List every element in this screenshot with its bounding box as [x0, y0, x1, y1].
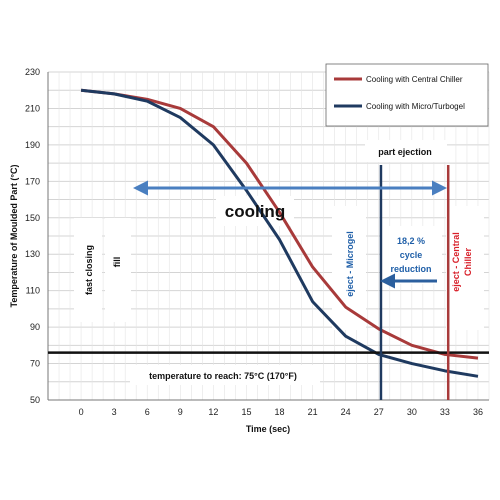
y-tick-label: 70 — [30, 359, 40, 369]
fast-closing-band — [74, 218, 102, 322]
x-tick-label: 12 — [208, 407, 218, 417]
legend: Cooling with Central Chiller Cooling wit… — [325, 63, 489, 127]
y-tick-label: 210 — [25, 103, 40, 113]
cycle-reduction-percent: 18,2 % — [397, 236, 425, 246]
chiller-label-box — [446, 206, 484, 330]
y-tick-label: 170 — [25, 176, 40, 186]
series-line-micro-turbogel — [80, 88, 479, 378]
fill-band — [105, 218, 131, 322]
y-tick-label: 230 — [25, 67, 40, 77]
x-tick-label: 6 — [145, 407, 150, 417]
y-tick-label: 190 — [25, 140, 40, 150]
legend-label-central-chiller: Cooling with Central Chiller — [366, 75, 463, 84]
x-tick-label: 9 — [178, 407, 183, 417]
x-tick-label: 27 — [374, 407, 384, 417]
y-tick-label: 90 — [30, 322, 40, 332]
x-axis-title: Time (sec) — [246, 424, 290, 434]
fill-label: fill — [112, 257, 122, 268]
reference-line-label: temperature to reach: 75°C (170°F) — [149, 371, 297, 381]
y-tick-labels: 50 70 90 110 130 150 170 190 210 230 — [25, 67, 40, 405]
y-axis-title: Temperature of Moulded Part (°C) — [9, 165, 19, 308]
legend-box — [325, 63, 489, 127]
x-tick-label: 30 — [407, 407, 417, 417]
x-tick-label: 18 — [275, 407, 285, 417]
axes — [47, 72, 489, 401]
x-tick-label: 24 — [341, 407, 351, 417]
x-tick-label: 21 — [308, 407, 318, 417]
eject-chiller-label-line1: eject - Central — [451, 232, 461, 292]
x-tick-label: 36 — [473, 407, 483, 417]
y-tick-label: 130 — [25, 249, 40, 259]
reference-label-box — [130, 365, 320, 385]
eject-chiller-label-line2: Chiller — [463, 248, 473, 277]
x-tick-label: 3 — [112, 407, 117, 417]
x-tick-label: 0 — [79, 407, 84, 417]
cycle-reduction-line3: reduction — [390, 264, 431, 274]
cycle-reduction-line2: cycle — [400, 250, 423, 260]
y-tick-label: 150 — [25, 213, 40, 223]
cooling-label: cooling — [225, 202, 285, 221]
legend-label-micro-turbogel: Cooling with Micro/Turbogel — [366, 102, 465, 111]
y-tick-label: 50 — [30, 395, 40, 405]
x-tick-label: 15 — [241, 407, 251, 417]
fast-closing-label: fast closing — [84, 245, 94, 295]
x-tick-label: 33 — [440, 407, 450, 417]
part-ejection-box — [365, 140, 447, 162]
eject-microgel-label: eject - Microgel — [345, 231, 355, 297]
series-line-central-chiller — [80, 88, 479, 360]
y-tick-label: 110 — [26, 286, 40, 296]
part-ejection-label: part ejection — [378, 147, 432, 157]
x-tick-labels: 0 3 6 9 12 15 18 21 24 27 30 33 36 — [79, 407, 483, 417]
